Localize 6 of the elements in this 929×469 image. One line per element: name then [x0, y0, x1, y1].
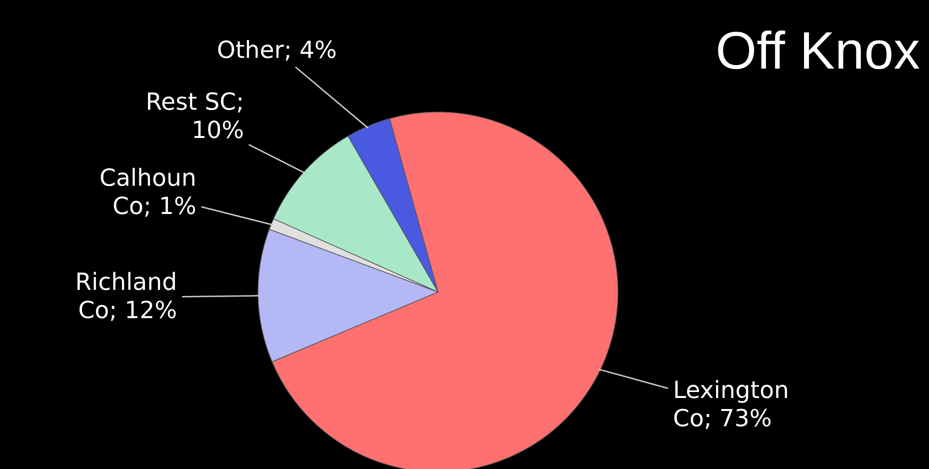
slice-label: Lexington Co; 73%	[674, 380, 787, 429]
slice-label: Calhoun Co; 1%	[100, 168, 196, 217]
slice-label: Richland Co; 12%	[77, 272, 176, 321]
slice-label: Rest SC; 10%	[148, 92, 243, 138]
slice-label: Other; 4%	[218, 40, 336, 61]
chart-title: Off Knox	[718, 30, 920, 70]
